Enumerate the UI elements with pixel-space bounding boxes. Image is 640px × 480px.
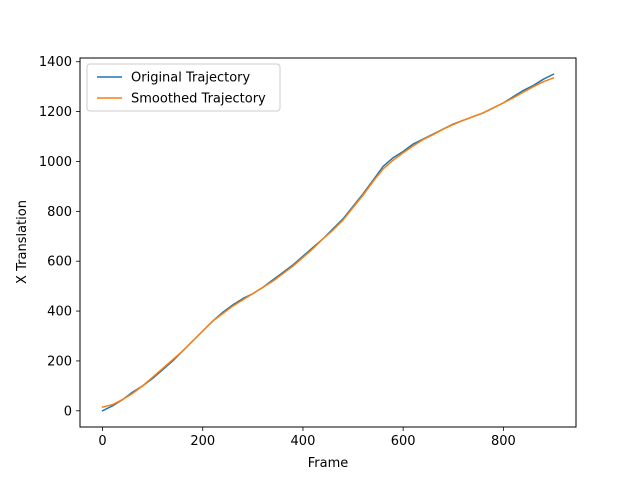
x-axis-label: Frame — [308, 456, 349, 471]
y-tick-label: 400 — [47, 305, 72, 320]
x-tick-label: 400 — [291, 434, 316, 449]
legend: Original Trajectory Smoothed Trajectory — [86, 63, 281, 112]
legend-label-smoothed-trajectory: Smoothed Trajectory — [131, 92, 266, 107]
x-tick-label: 600 — [391, 434, 416, 449]
legend-box — [86, 63, 281, 112]
series-layer — [101, 73, 555, 412]
x-tick-label: 0 — [98, 434, 106, 449]
y-axis-ticks: 0 200 400 600 800 1000 1200 1400 — [39, 55, 80, 419]
y-tick-label: 1400 — [39, 55, 72, 70]
x-tick-label: 200 — [190, 434, 215, 449]
x-axis-ticks: 0 200 400 600 800 — [98, 427, 516, 449]
y-tick-label: 800 — [47, 205, 72, 220]
legend-label-original-trajectory: Original Trajectory — [131, 71, 250, 86]
x-tick-label: 800 — [491, 434, 516, 449]
y-tick-label: 200 — [47, 354, 72, 369]
y-tick-label: 1200 — [39, 105, 72, 120]
y-tick-label: 1000 — [39, 155, 72, 170]
plot-frame — [79, 57, 577, 428]
y-axis-label: X Translation — [15, 200, 30, 284]
y-tick-label: 600 — [47, 255, 72, 270]
y-tick-label: 0 — [64, 404, 72, 419]
series-line-smoothed-trajectory — [101, 76, 555, 408]
